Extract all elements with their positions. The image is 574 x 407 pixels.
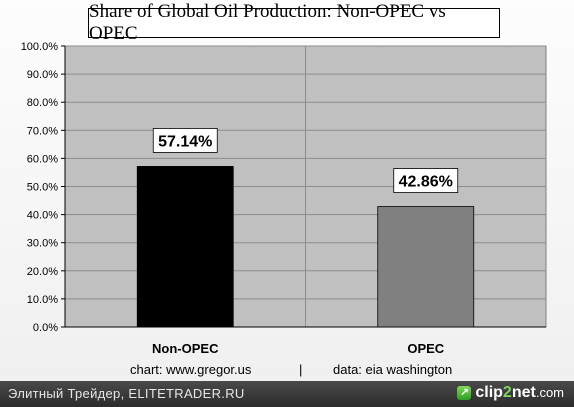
- chart-title: Share of Global Oil Production: Non-OPEC…: [88, 1, 500, 44]
- y-tick-label: 70.0%: [27, 125, 58, 137]
- site-name[interactable]: Элитный Трейдер, ELITETRADER.RU: [8, 386, 245, 401]
- bar: [377, 206, 475, 328]
- bar-chart: 0.0% 10.0% 20.0% 30.0% 40.0% 50.0% 60.0% 70.0% 8…: [21, 41, 547, 356]
- bar: [136, 166, 234, 328]
- data-label-box: [393, 168, 459, 193]
- x-tick-label: OPEC: [407, 341, 444, 356]
- brand-logo[interactable]: ↗ clip2net.com: [457, 384, 564, 402]
- footer-bar: Элитный Трейдер, ELITETRADER.RU ↗ clip2n…: [0, 381, 574, 407]
- arrow-icon: ↗: [457, 386, 472, 400]
- data-label: 42.86%: [399, 174, 453, 191]
- y-tick-label: 10.0%: [27, 294, 58, 306]
- chart-credits: chart: www.gregor.us | data: eia washing…: [0, 362, 574, 380]
- data-label: 57.14%: [158, 133, 212, 150]
- y-tick-label: 50.0%: [27, 182, 58, 194]
- y-tick-label: 30.0%: [27, 238, 58, 250]
- chart-credit-text: chart: www.gregor.us: [130, 362, 252, 377]
- y-tick-label: 0.0%: [33, 322, 58, 334]
- brand-text: clip2net.com: [475, 384, 564, 401]
- y-tick-label: 90.0%: [27, 69, 58, 81]
- y-tick-label: 20.0%: [27, 266, 58, 278]
- data-label-box: [152, 128, 218, 153]
- chart-title-text: Share of Global Oil Production: Non-OPEC…: [89, 1, 446, 44]
- y-tick-label: 60.0%: [27, 153, 58, 165]
- data-credit-text: data: eia washington: [333, 362, 453, 377]
- y-tick-label: 40.0%: [27, 210, 58, 222]
- y-tick-label: 100.0%: [21, 41, 59, 53]
- credit-separator: |: [299, 362, 303, 377]
- x-tick-label: Non-OPEC: [152, 341, 219, 356]
- y-tick-label: 80.0%: [27, 97, 58, 109]
